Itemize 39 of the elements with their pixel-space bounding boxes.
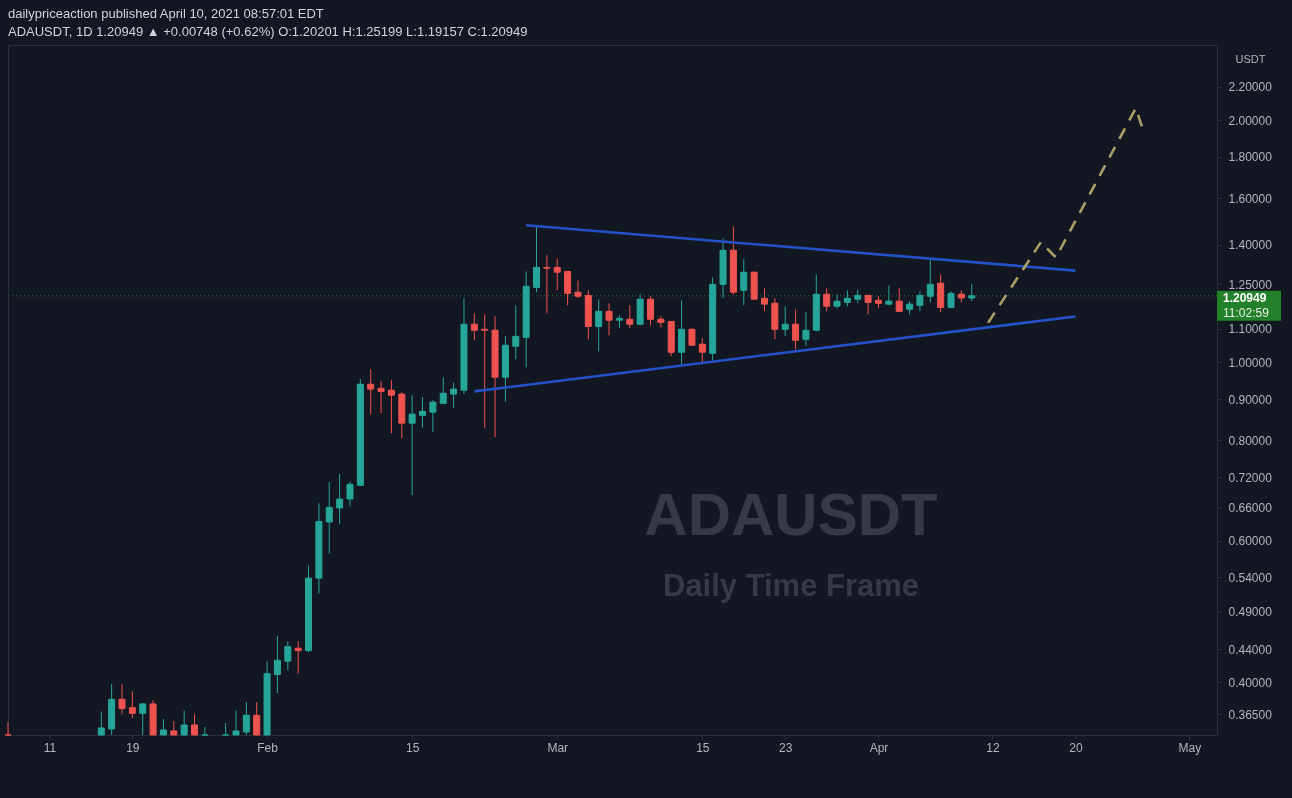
y-tick-label: 1.00000	[1228, 355, 1273, 370]
x-tick-label: Mar	[547, 740, 569, 755]
y-tick-label: 1.40000	[1228, 238, 1273, 253]
y-tick-label: 0.49000	[1228, 604, 1273, 619]
y-tick-label: 0.66000	[1228, 500, 1273, 515]
y-axis-title: USDT	[1235, 52, 1266, 65]
x-tick-label: 12	[986, 740, 1000, 755]
y-tick-label: 1.80000	[1228, 150, 1273, 165]
y-tick-label: 1.25000	[1228, 277, 1273, 292]
y-tick-label: 1.10000	[1228, 322, 1273, 337]
x-tick-label: Apr	[869, 740, 889, 755]
x-tick-label: 11	[43, 740, 57, 755]
y-tick-label: 0.36500	[1228, 707, 1273, 722]
candlestick	[294, 641, 302, 674]
y-tick-label: 0.90000	[1228, 392, 1273, 407]
candlestick	[222, 723, 230, 736]
y-tick-label: 0.44000	[1228, 642, 1273, 657]
chart-title: dailypriceaction published April 10, 2021 08:57:01 EDT	[8, 6, 324, 21]
x-tick-label: 20	[1069, 740, 1083, 755]
y-tick-label: 2.00000	[1228, 113, 1273, 128]
y-tick-label: 1.60000	[1228, 191, 1273, 206]
y-tick-label: 0.40000	[1228, 675, 1273, 690]
y-tick-label: 0.72000	[1228, 470, 1273, 485]
x-tick-label: 15	[696, 740, 710, 755]
x-tick-label: 15	[405, 740, 420, 755]
candlestick	[4, 722, 12, 736]
text: 11:02:59	[1223, 305, 1270, 320]
candlestick	[543, 255, 551, 314]
ref-line-label: 1.20949	[1223, 290, 1267, 305]
x-tick-label: 19	[126, 740, 140, 755]
y-tick-label: 0.60000	[1228, 534, 1273, 549]
x-tick-label: 23	[779, 740, 793, 755]
x-tick-label: May	[1178, 740, 1202, 755]
chart-subtitle: ADAUSDT, 1D 1.20949 ▲ +0.00748 (+0.62%) O:1.20201 H:1.25199 L:1.19157 C:1.20949	[8, 24, 528, 39]
y-tick-label: 2.20000	[1228, 80, 1273, 95]
y-tick-label: 0.54000	[1228, 570, 1273, 585]
x-tick-label: Feb	[257, 740, 279, 755]
candlestick	[481, 314, 489, 429]
y-tick-label: 0.80000	[1228, 433, 1273, 448]
